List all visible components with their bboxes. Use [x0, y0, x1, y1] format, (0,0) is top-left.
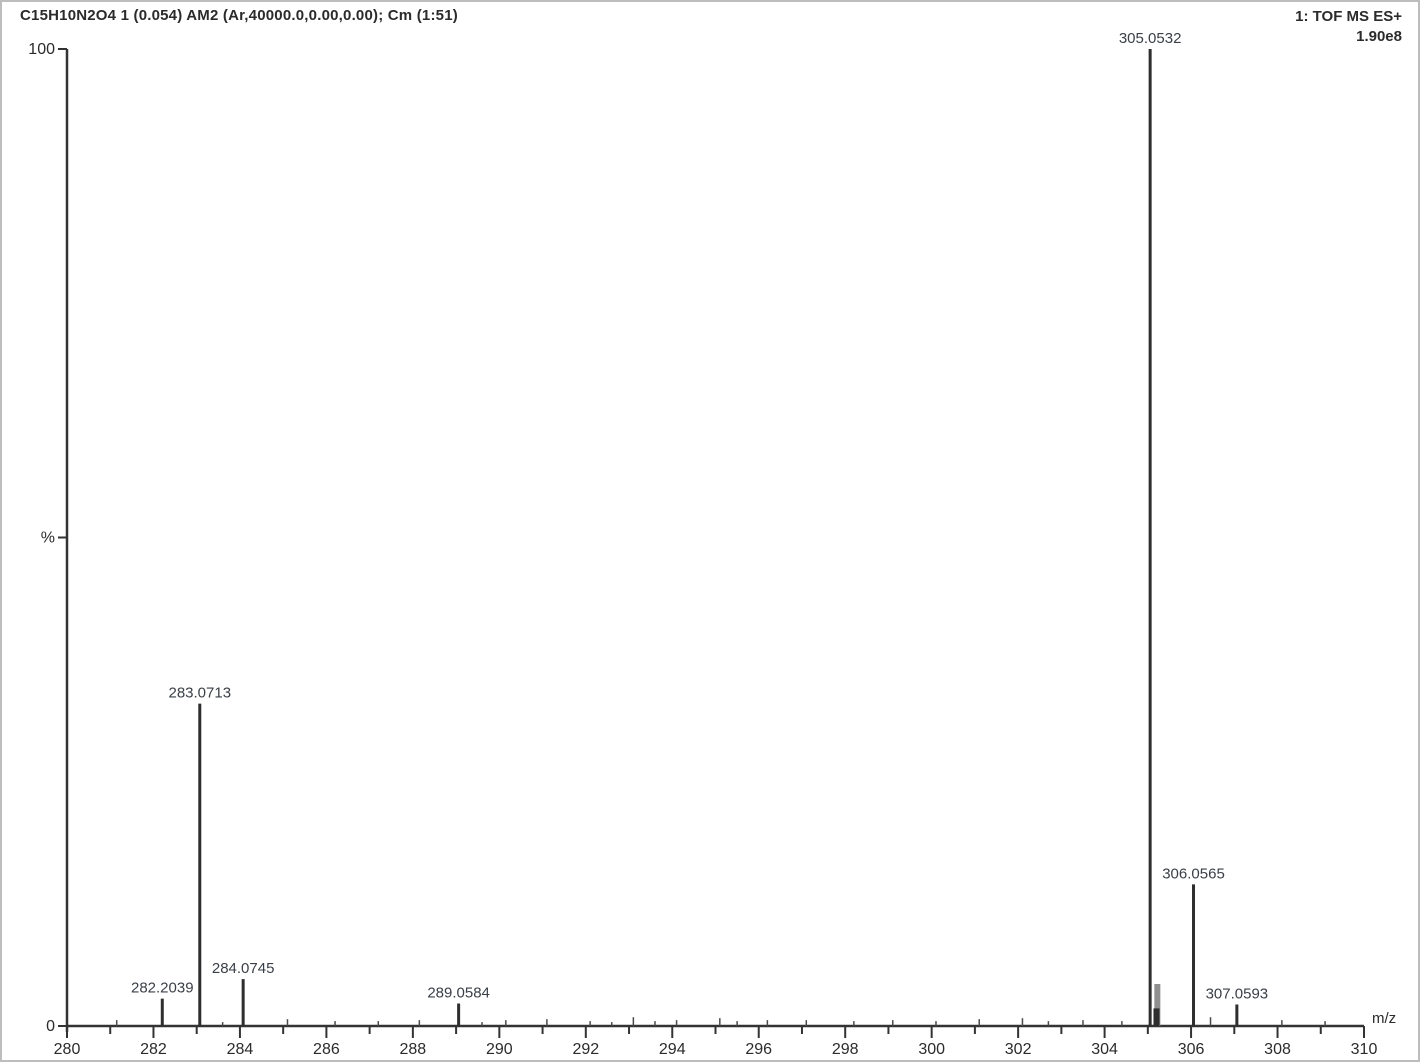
x-tick-label: 282 [140, 1041, 167, 1058]
x-axis-unit-label: m/z [1372, 1010, 1396, 1027]
sample-info-header: C15H10N2O4 1 (0.054) AM2 (Ar,40000.0,0.0… [20, 7, 458, 24]
peak-label: 289.0584 [427, 985, 490, 1002]
y-tick-label: 0 [46, 1018, 55, 1035]
x-tick-label: 302 [1005, 1041, 1032, 1058]
y-tick-label: % [41, 530, 55, 547]
x-tick-label: 300 [918, 1041, 945, 1058]
x-tick-label: 304 [1091, 1041, 1118, 1058]
x-tick-label: 294 [659, 1041, 686, 1058]
x-tick-label: 298 [832, 1041, 859, 1058]
x-tick-label: 280 [54, 1041, 81, 1058]
x-tick-label: 286 [313, 1041, 340, 1058]
x-tick-label: 296 [745, 1041, 772, 1058]
peak-label: 284.0745 [212, 960, 275, 977]
x-tick-label: 306 [1178, 1041, 1205, 1058]
peak-label: 306.0565 [1162, 865, 1225, 882]
x-tick-label: 308 [1264, 1041, 1291, 1058]
x-tick-label: 288 [400, 1041, 427, 1058]
peak-label: 283.0713 [168, 685, 231, 702]
x-tick-label: 284 [227, 1041, 254, 1058]
acquisition-mode-label: 1: TOF MS ES+ [1295, 8, 1402, 25]
x-tick-label: 290 [486, 1041, 513, 1058]
acquisition-header: 1: TOF MS ES+ 1.90e8 [1295, 7, 1402, 47]
x-tick-label: 292 [572, 1041, 599, 1058]
peak-label: 305.0532 [1119, 30, 1182, 47]
peak-label: 307.0593 [1206, 986, 1269, 1003]
x-tick-label: 310 [1351, 1041, 1378, 1058]
y-tick-label: 100 [28, 41, 55, 58]
peak-label: 282.2039 [131, 980, 194, 997]
base-peak-intensity-label: 1.90e8 [1356, 28, 1402, 45]
